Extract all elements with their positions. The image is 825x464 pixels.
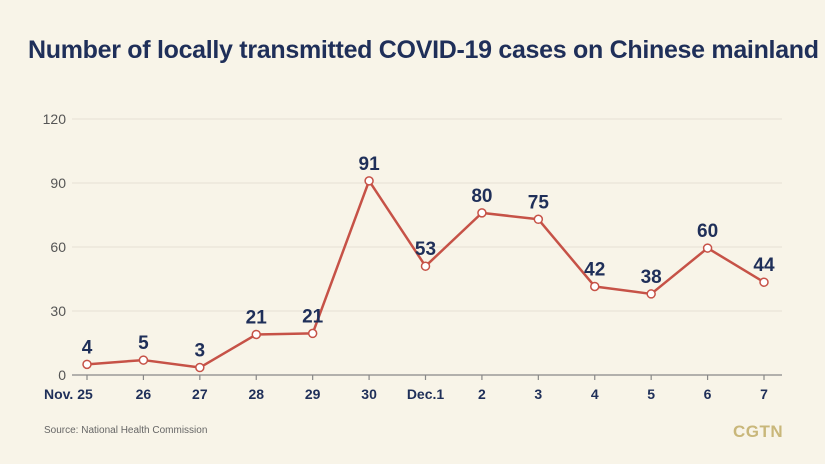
y-tick-label-120: 120 xyxy=(43,111,67,127)
source-note: Source: National Health Commission xyxy=(44,425,208,436)
data-point-2 xyxy=(195,362,205,373)
data-label-2: 3 xyxy=(195,341,206,362)
data-point-10 xyxy=(646,289,656,299)
data-label-8: 75 xyxy=(528,192,550,213)
x-tick-label-12: 7 xyxy=(760,386,768,402)
axes: 0 30 60 90 120 Nov. 25 26 27 28 29 30 Dec.1 2 3 4 5 6 7 xyxy=(43,111,782,402)
data-point-7 xyxy=(477,208,487,218)
data-point-1 xyxy=(138,355,149,365)
x-tick-label-9: 4 xyxy=(591,386,599,402)
data-point-8 xyxy=(533,214,544,225)
y-tick-label-0: 0 xyxy=(58,367,66,383)
data-point-3 xyxy=(251,329,261,340)
x-tick-label-8: 3 xyxy=(534,386,542,402)
x-tick-label-7: 2 xyxy=(478,386,486,402)
data-label-9: 42 xyxy=(584,259,605,280)
x-tick-label-2: 27 xyxy=(192,386,208,402)
data-label-12: 44 xyxy=(753,255,775,276)
data-point-4 xyxy=(307,328,318,339)
x-tick-label-10: 5 xyxy=(647,386,655,402)
series-line-layer xyxy=(86,179,765,369)
data-label-1: 5 xyxy=(138,333,149,354)
data-point-6 xyxy=(420,261,431,271)
data-point-5 xyxy=(364,176,374,186)
data-label-7: 80 xyxy=(471,186,492,207)
y-tick-label-60: 60 xyxy=(50,239,66,255)
data-point-0 xyxy=(82,359,92,370)
x-tick-label-0: Nov. 25 xyxy=(44,386,93,402)
data-point-11 xyxy=(702,243,713,253)
data-point-12 xyxy=(759,277,769,287)
x-tick-label-4: 29 xyxy=(305,386,321,402)
gridlines xyxy=(72,118,782,312)
cgtn-logo: CGTN xyxy=(733,422,784,441)
x-tick-label-6: Dec.1 xyxy=(407,386,445,402)
data-label-6: 53 xyxy=(415,239,436,260)
x-tick-label-3: 28 xyxy=(248,386,264,402)
x-tick-label-5: 30 xyxy=(361,386,377,402)
data-label-0: 4 xyxy=(82,337,93,358)
data-label-10: 38 xyxy=(641,267,662,288)
data-points xyxy=(82,176,769,373)
y-tick-label-90: 90 xyxy=(50,175,66,191)
y-tick-label-30: 30 xyxy=(50,303,66,319)
data-label-11: 60 xyxy=(697,221,718,242)
data-label-5: 91 xyxy=(359,154,381,175)
x-tick-label-1: 26 xyxy=(136,386,152,402)
data-label-3: 21 xyxy=(246,307,268,328)
data-label-4: 21 xyxy=(302,306,324,327)
series-line xyxy=(86,179,765,369)
chart-title: Number of locally transmitted COVID-19 c… xyxy=(28,36,819,64)
data-point-9 xyxy=(590,281,600,292)
x-tick-label-11: 6 xyxy=(704,386,712,402)
